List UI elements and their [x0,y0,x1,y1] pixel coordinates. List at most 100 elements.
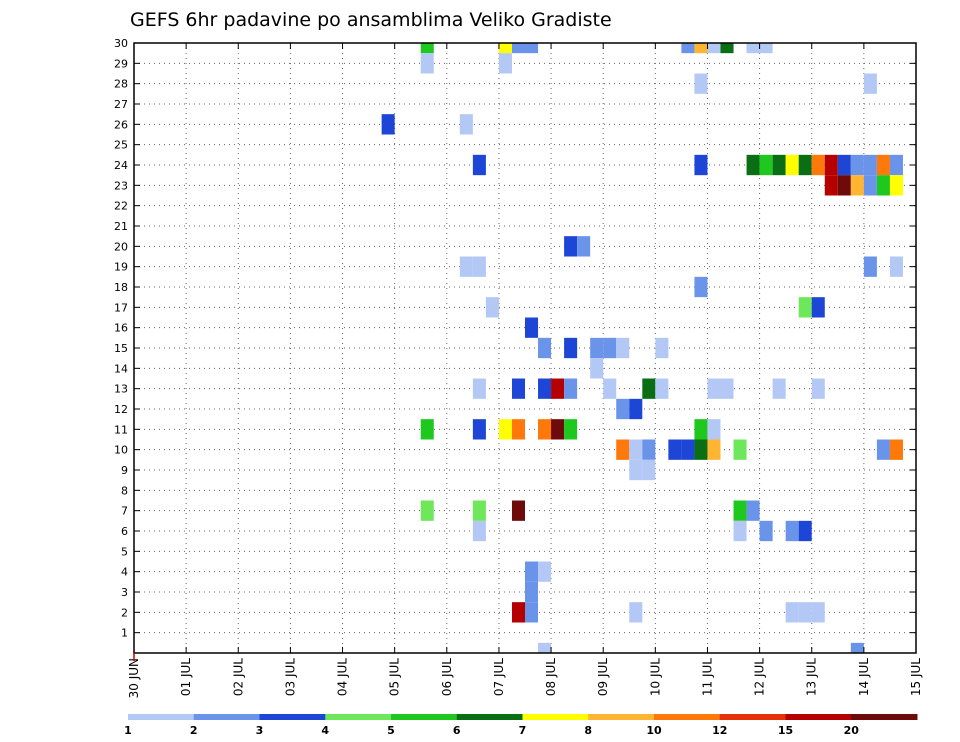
data-cell [498,43,512,54]
legend-swatch [588,714,655,720]
data-cell [590,358,604,379]
y-tick-label: 19 [114,261,128,274]
data-cell [511,43,525,54]
data-cell [720,43,734,54]
data-cell [876,439,890,460]
data-cell [694,154,708,176]
legend-label: 4 [321,724,329,737]
x-date-label: 10 JUL [648,658,662,696]
color-legend: 1 2 3 4 5 6 7 8 10 12 15 20 [124,714,918,737]
data-cell [785,602,799,623]
x-date-label: 14 JUL [857,658,871,696]
data-cell [772,154,786,176]
data-cell [655,378,669,399]
data-cell [694,73,708,94]
grid-lines [134,43,916,653]
data-cell [694,419,708,440]
legend-label: 15 [778,724,793,737]
y-tick-label: 29 [114,57,128,70]
x-date-label: 13 JUL [805,658,819,696]
data-cell [577,236,591,257]
data-cell [590,337,604,359]
data-cell [811,154,825,176]
data-cell [564,419,578,440]
legend-swatch [193,714,260,720]
y-tick-label: 12 [114,403,128,416]
legend-label: 12 [712,724,727,737]
y-tick-label: 24 [114,159,128,172]
data-cell [824,175,838,196]
x-date-label: 01 JUL [179,658,193,696]
data-cell [629,439,643,460]
data-cell [707,419,721,440]
y-tick-label: 28 [114,78,128,91]
data-cell [616,439,630,460]
y-tick-label: 14 [114,362,128,375]
x-date-label: 06 JUL [440,658,454,696]
data-cell [694,276,708,298]
y-tick-label: 30 [114,37,128,50]
data-cell [681,43,695,54]
data-cell [642,378,656,399]
data-cell [511,378,525,399]
data-cell [564,337,578,359]
data-cell [694,439,708,460]
x-date-label: 02 JUL [231,658,245,696]
y-tick-label: 21 [114,220,128,233]
data-cell [472,419,486,440]
legend-swatch [851,714,918,720]
data-cell [824,154,838,176]
data-cell [850,154,864,176]
data-cell [837,175,851,196]
data-cells [381,43,903,653]
y-tick-label: 23 [114,179,128,192]
data-cell [811,297,825,318]
legend-swatch [456,714,523,720]
y-tick-label: 16 [114,322,128,335]
data-cell [720,378,734,399]
chart-title: GEFS 6hr padavine po ansamblima Veliko G… [130,9,612,31]
data-cell [551,378,565,399]
data-cell [681,439,695,460]
y-tick-label: 11 [114,423,128,436]
y-tick-label: 25 [114,139,128,152]
data-cell [459,114,473,135]
x-date-label: 15 JUL [909,658,923,696]
data-cell [564,236,578,257]
data-cell [629,398,643,420]
legend-swatch [128,714,195,720]
data-cell [538,419,552,440]
data-cell [746,154,760,176]
data-cell [420,53,434,74]
data-cell [746,43,760,54]
data-cell [485,297,499,318]
data-cell [472,520,486,542]
data-cell [811,602,825,623]
data-cell [564,378,578,399]
data-cell [798,602,812,623]
data-cell [381,114,395,135]
y-tick-label: 27 [114,98,128,111]
data-cell [459,256,473,277]
data-cell [733,439,747,460]
data-cell [850,175,864,196]
data-cell [707,378,721,399]
data-cell [642,439,656,460]
data-cell [668,439,682,460]
data-cell [525,561,539,582]
data-cell [876,175,890,196]
data-cell [420,419,434,440]
x-date-label: 12 JUL [753,658,767,696]
data-cell [511,602,525,623]
legend-label: 6 [453,724,461,737]
data-cell [863,154,877,176]
data-cell [538,378,552,399]
legend-label: 8 [584,724,592,737]
y-tick-label: 2 [121,606,128,619]
y-tick-label: 6 [121,525,128,538]
x-date-label: 11 JUL [700,658,714,696]
y-tick-label: 1 [121,627,128,640]
legend-swatch [325,714,392,720]
legend-label: 1 [124,724,132,737]
